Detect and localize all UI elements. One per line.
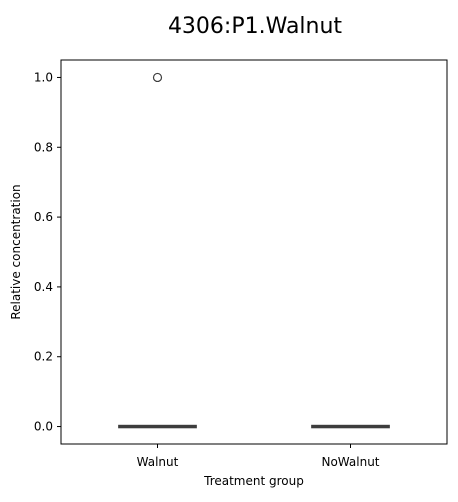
x-tick-label: Walnut [137, 455, 179, 469]
y-tick-label: 0.4 [34, 280, 53, 294]
outlier-point [152, 72, 163, 83]
plot-area [60, 59, 448, 445]
x-axis: Walnut NoWalnut [137, 444, 380, 469]
y-tick-label: 0.8 [34, 140, 53, 154]
y-tick-label: 0.2 [34, 350, 53, 364]
boxes [118, 72, 390, 429]
plot-frame [60, 59, 448, 445]
y-tick-label: 1.0 [34, 70, 53, 84]
x-tick-label: NoWalnut [321, 455, 379, 469]
box-nowalnut [311, 424, 390, 429]
chart-title: 4306:P1.Walnut [168, 14, 342, 39]
box-walnut [118, 72, 197, 429]
y-axis-label: Relative concentration [9, 184, 23, 319]
x-axis-label: Treatment group [203, 474, 304, 488]
y-axis: 0.0 0.2 0.4 0.6 0.8 1.0 [34, 70, 61, 434]
y-tick-label: 0.6 [34, 210, 53, 224]
y-tick-label: 0.0 [34, 420, 53, 434]
